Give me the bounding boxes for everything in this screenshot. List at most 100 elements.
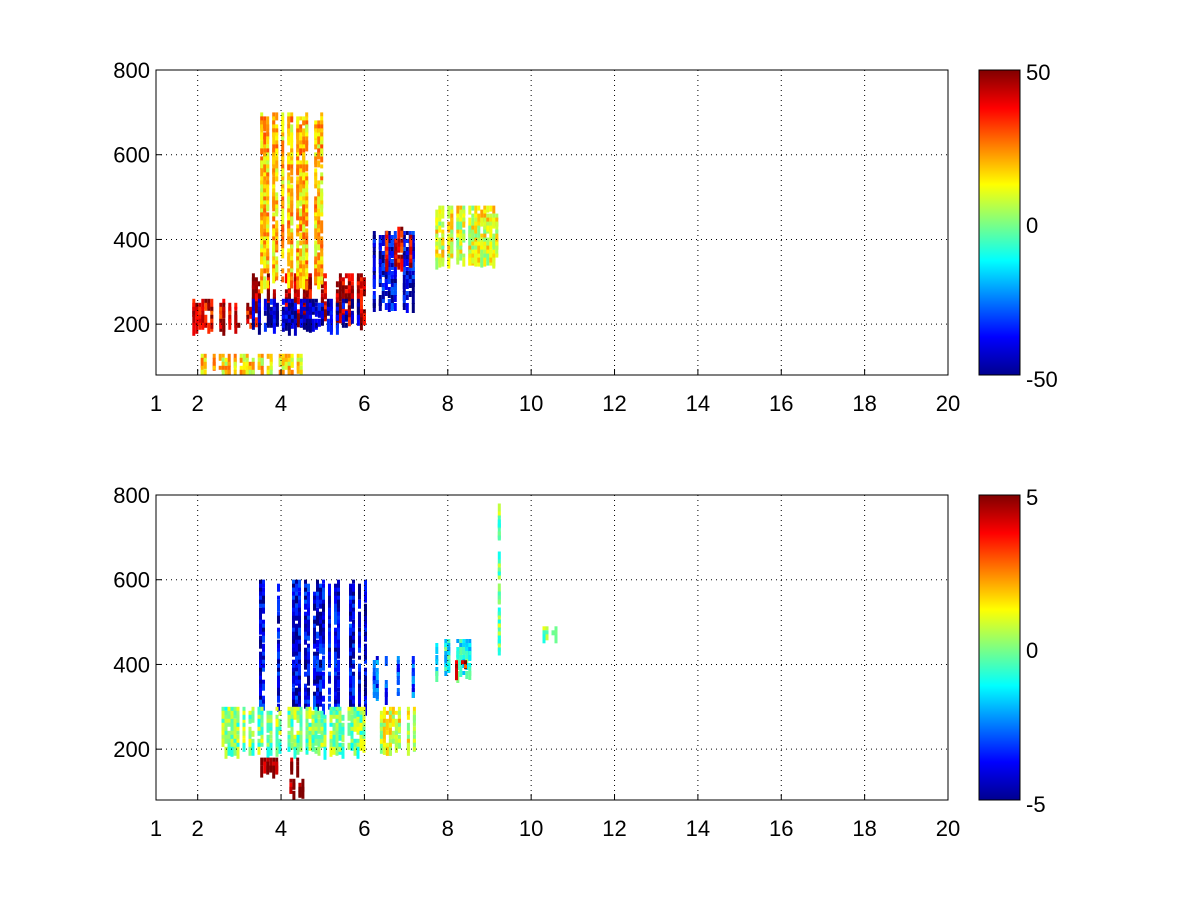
heatmap-cell [305,734,309,740]
heatmap-cell [359,297,363,311]
heatmap-cell [317,196,321,207]
heatmap-cell [317,136,321,147]
heatmap-cell [338,313,342,324]
heatmap-cell [497,647,501,656]
heatmap-cell [317,236,321,245]
heatmap-cell [329,742,333,747]
heatmap-cell [260,734,264,742]
heatmap-cell [341,322,345,328]
heatmap-cell [409,238,413,250]
heatmap-cell [456,245,460,251]
x-tick-label: 18 [852,816,876,841]
heatmap-cell [319,683,322,689]
heatmap-cell [364,603,367,617]
heatmap-cell [287,196,291,202]
heatmap-cell [311,726,315,739]
heatmap-cell [375,692,379,699]
heatmap-cell [323,301,327,307]
heatmap-cell [405,271,409,277]
heatmap-cell [492,221,496,228]
heatmap-cell [290,116,294,123]
heatmap-cell [254,309,258,314]
heatmap-cell [302,188,306,199]
heatmap-cell [384,291,388,296]
heatmap-cell [259,599,262,605]
heatmap-cell [307,651,310,661]
heatmap-cell [409,246,413,255]
heatmap-cell [381,271,385,275]
heatmap-cell [262,647,265,654]
heatmap-cell [275,322,279,327]
heatmap-cell [281,136,285,144]
heatmap-cell [304,583,307,591]
heatmap-cell [379,746,383,754]
heatmap-cell [435,249,439,257]
heatmap-cell [262,663,265,669]
heatmap-cell [455,664,458,672]
heatmap-cell [245,361,249,369]
y-tick-label: 200 [113,737,150,762]
heatmap-cell [335,281,339,288]
heatmap-cell [275,168,279,175]
heatmap-cell [210,314,214,319]
heatmap-cell [305,260,309,265]
heatmap-cell [381,259,385,264]
heatmap-cell [311,318,315,332]
heatmap-cell [219,322,223,329]
heatmap-cell [411,235,415,241]
heatmap-cell [372,692,376,698]
heatmap-cell [262,603,265,610]
heatmap-cell [277,631,280,639]
heatmap-cell [266,722,270,733]
heatmap-cell [328,671,331,679]
heatmap-cell [328,675,331,682]
heatmap-cell [406,722,410,735]
heatmap-cell [456,213,460,221]
heatmap-cell [299,322,303,327]
colorbar-gradient-bottom [978,494,1021,801]
heatmap-cell [224,365,228,371]
heatmap-cell [462,643,466,648]
heatmap-cell [372,279,376,289]
heatmap-cell [390,303,394,311]
heatmap-cell [358,679,361,687]
heatmap-cell [435,659,439,665]
heatmap-cell [296,120,300,129]
heatmap-cell [319,627,322,633]
heatmap-cell [266,765,270,775]
heatmap-cell [233,361,237,367]
heatmap-cell [337,671,340,676]
heatmap-cell [468,663,472,667]
heatmap-cell [328,627,331,635]
heatmap-cell [313,615,316,623]
heatmap-cell [292,647,295,654]
heatmap-cell [337,679,340,688]
heatmap-cell [272,172,276,177]
heatmap-cell [319,647,322,653]
heatmap-cell [468,671,472,680]
heatmap-cell [221,742,225,747]
heatmap-cell [269,318,273,328]
heatmap-cell [314,302,318,307]
heatmap-cell [281,314,285,320]
heatmap-cell [381,251,385,255]
heatmap-cell [477,245,481,256]
heatmap-cell [296,317,300,328]
heatmap-cell [298,627,301,634]
heatmap-cell [269,726,273,732]
heatmap-cell [497,551,501,560]
heatmap-cell [302,212,306,217]
heatmap-cell [322,659,325,671]
heatmap-cell [316,687,319,692]
heatmap-cell [462,639,466,645]
heatmap-cell [405,291,409,295]
heatmap-cell [337,583,340,591]
heatmap-cell [287,228,291,240]
heatmap-cell [296,714,300,720]
heatmap-cell [480,217,484,227]
heatmap-cell [277,695,280,703]
heatmap-cell [207,302,211,309]
heatmap-cell [204,322,208,328]
heatmap-cell [234,314,238,328]
heatmap-cell [266,180,270,186]
